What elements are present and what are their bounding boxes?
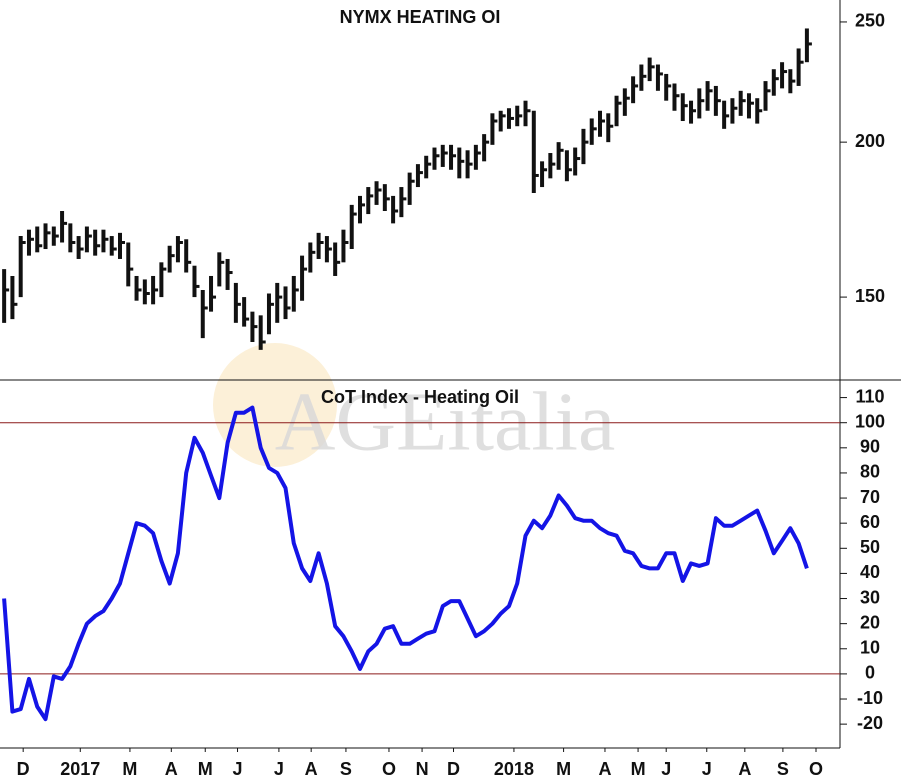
y-tick-label: 40 bbox=[860, 562, 880, 582]
chart-title: CoT Index - Heating Oil bbox=[321, 387, 519, 407]
x-tick-label: A bbox=[165, 759, 178, 779]
x-tick-label: J bbox=[274, 759, 284, 779]
x-tick-label: M bbox=[556, 759, 571, 779]
chart-title: NYMX HEATING OI bbox=[340, 7, 501, 27]
y-tick-label: 90 bbox=[860, 437, 880, 457]
x-tick-label: A bbox=[305, 759, 318, 779]
y-tick-label: 80 bbox=[860, 462, 880, 482]
x-tick-label: J bbox=[661, 759, 671, 779]
x-tick-label: A bbox=[598, 759, 611, 779]
x-tick-label: O bbox=[809, 759, 823, 779]
x-tick-label: O bbox=[382, 759, 396, 779]
x-tick-label: S bbox=[777, 759, 789, 779]
watermark: AGEitalia bbox=[275, 375, 616, 468]
x-tick-label: 2018 bbox=[494, 759, 534, 779]
x-tick-label: D bbox=[447, 759, 460, 779]
y-tick-label: -20 bbox=[857, 713, 883, 733]
x-tick-label: N bbox=[416, 759, 429, 779]
x-tick-label: S bbox=[340, 759, 352, 779]
y-tick-label: -10 bbox=[857, 688, 883, 708]
x-tick-label: J bbox=[702, 759, 712, 779]
x-tick-label: D bbox=[17, 759, 30, 779]
y-tick-label: 100 bbox=[855, 411, 885, 431]
y-tick-label: 200 bbox=[855, 131, 885, 151]
y-tick-label: 50 bbox=[860, 537, 880, 557]
x-tick-label: 2017 bbox=[60, 759, 100, 779]
y-tick-label: 70 bbox=[860, 487, 880, 507]
y-tick-label: 10 bbox=[860, 638, 880, 658]
y-tick-label: 0 bbox=[865, 663, 875, 683]
y-tick-label: 110 bbox=[855, 386, 884, 406]
x-tick-label: M bbox=[122, 759, 137, 779]
y-tick-label: 250 bbox=[855, 11, 885, 31]
x-tick-label: J bbox=[233, 759, 243, 779]
watermark-logo bbox=[213, 343, 337, 467]
x-tick-label: M bbox=[198, 759, 213, 779]
line-series bbox=[2, 405, 809, 722]
y-tick-label: 60 bbox=[860, 512, 880, 532]
x-tick-label: M bbox=[631, 759, 646, 779]
y-tick-label: 20 bbox=[860, 612, 880, 632]
x-tick-label: A bbox=[738, 759, 751, 779]
y-tick-label: 150 bbox=[855, 286, 885, 306]
y-tick-label: 30 bbox=[860, 587, 880, 607]
